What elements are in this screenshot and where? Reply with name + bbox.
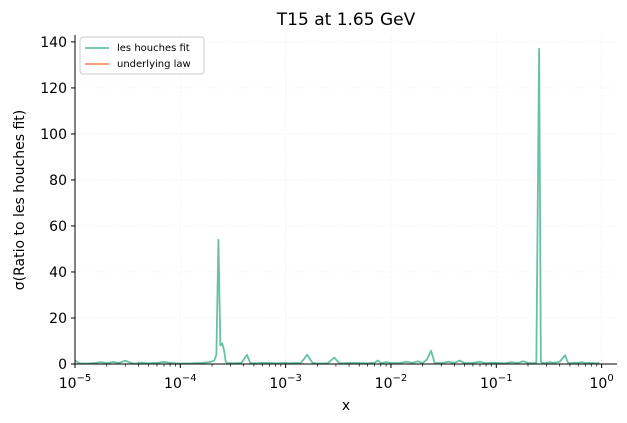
x-axis-label: x xyxy=(342,398,350,414)
x-tick-label: 10−5 xyxy=(59,373,92,392)
legend-label-underlying-law: underlying law xyxy=(117,59,191,70)
series-layer xyxy=(74,47,600,365)
x-tick-label: 100 xyxy=(590,373,614,392)
legend: les houches fit underlying law xyxy=(79,36,205,75)
y-tick-label: 140 xyxy=(40,35,67,51)
legend-label-les-houches-fit: les houches fit xyxy=(117,43,190,54)
x-tick-label: 10−3 xyxy=(269,373,302,392)
y-tick-label: 20 xyxy=(49,311,67,327)
y-tick-label: 120 xyxy=(40,81,67,97)
y-tick-label: 60 xyxy=(49,219,67,235)
y-tick-label: 80 xyxy=(49,173,67,189)
y-tick-label: 100 xyxy=(40,127,67,143)
x-tick-label: 10−4 xyxy=(164,373,197,392)
x-tick-label: 10−2 xyxy=(375,373,408,392)
y-tick-label: 40 xyxy=(49,265,67,281)
legend-frame xyxy=(79,36,205,75)
y-axis-label: σ(Ratio to les houches fit) xyxy=(12,110,28,291)
x-tick-label: 10−1 xyxy=(480,373,513,392)
grid xyxy=(74,35,617,365)
axes xyxy=(74,35,617,365)
y-tick-label: 0 xyxy=(58,357,67,373)
ticks: 0 20 40 60 80 100 120 140 10−5 10−4 10−3 10−2 10−1 10… xyxy=(40,35,613,392)
series-line-les-houches-fit xyxy=(74,47,600,365)
chart-title: T15 at 1.65 GeV xyxy=(276,10,416,30)
